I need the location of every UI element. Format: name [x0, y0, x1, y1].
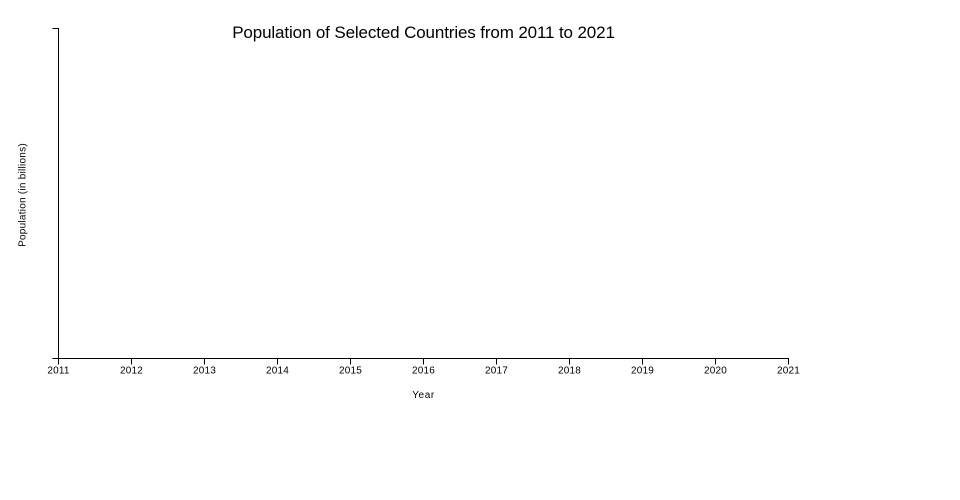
svg-text:Population (in billions): Population (in billions): [18, 143, 29, 247]
svg-text:Year: Year: [412, 390, 435, 401]
svg-text:2011: 2011: [47, 366, 70, 377]
svg-text:2017: 2017: [485, 366, 508, 377]
svg-text:2018: 2018: [558, 366, 581, 377]
svg-text:2013: 2013: [193, 366, 216, 377]
svg-text:2016: 2016: [412, 366, 435, 377]
svg-text:2014: 2014: [266, 366, 289, 377]
svg-text:2019: 2019: [631, 366, 654, 377]
svg-text:Population of Selected Countri: Population of Selected Countries from 20…: [232, 23, 615, 42]
svg-text:2021: 2021: [777, 366, 800, 377]
svg-text:2020: 2020: [704, 366, 727, 377]
svg-text:2015: 2015: [339, 366, 362, 377]
svg-text:2012: 2012: [120, 366, 143, 377]
